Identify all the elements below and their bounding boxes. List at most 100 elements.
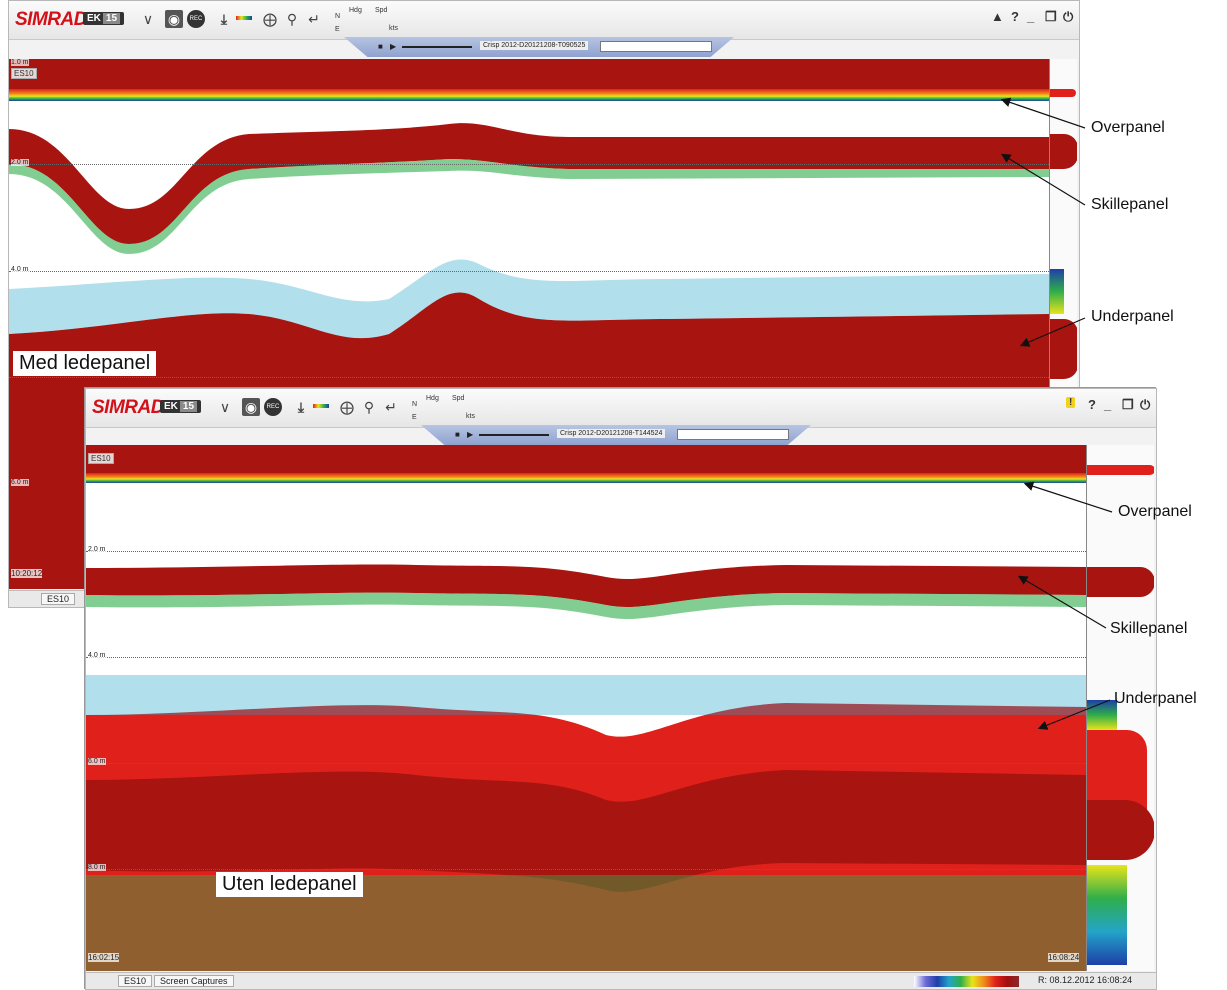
- replay-file-name: Crisp 2012-D20121208-T144524: [557, 429, 666, 438]
- replay-slider[interactable]: [479, 434, 549, 436]
- speed-label: Spd: [452, 395, 465, 402]
- bottom-echosounder-window: SIMRAD EK 15 ∨ ◉ REC ⤓ ⨁ ⚲ ↵ N E Hdg Spd …: [85, 388, 1157, 990]
- back-arrow-icon[interactable]: ↵: [308, 11, 320, 27]
- magnifier-icon[interactable]: ⚲: [286, 11, 298, 27]
- replay-bar: ■ ▶ Crisp 2012-D20121208-T144524: [421, 425, 811, 445]
- back-arrow-icon[interactable]: ↵: [385, 399, 397, 415]
- histogram-peak-3: [1087, 700, 1117, 730]
- replay-bar: ■ ▶ Crisp 2012-D20121208-T090525: [344, 37, 734, 57]
- replay-slider[interactable]: [402, 46, 472, 48]
- restore-icon[interactable]: ❐: [1045, 9, 1057, 24]
- overpanel-echo: [9, 89, 1077, 101]
- range-label-2: 2.0 m: [11, 159, 29, 166]
- range-label-8: 8.0 m: [88, 864, 106, 871]
- heading-label: Hdg: [349, 7, 362, 14]
- replay-file-field[interactable]: [600, 41, 712, 52]
- model-badge: EK 15: [83, 12, 125, 25]
- camera-icon[interactable]: ◉: [165, 10, 183, 28]
- double-chevron-down-icon[interactable]: ∨: [142, 11, 154, 27]
- color-scale-icon[interactable]: [313, 404, 329, 408]
- overpanel-label-bottom: Overpanel: [1118, 503, 1192, 520]
- echogram-bottom[interactable]: ES10 2.0 m 4.0 m 6.0 m 8.0 m 16:02:15 16…: [86, 445, 1154, 971]
- tab-screen-captures[interactable]: Screen Captures: [154, 975, 234, 987]
- warning-icon[interactable]: ▲: [991, 9, 1004, 24]
- depth-marker-icon[interactable]: ⤓: [220, 11, 228, 27]
- channel-label: ES10: [11, 68, 37, 79]
- magnifier-icon[interactable]: ⚲: [363, 399, 375, 415]
- histogram-peak-6: [1087, 865, 1127, 965]
- histogram-peak-1: [1087, 465, 1154, 475]
- power-icon[interactable]: ⏻: [1063, 9, 1074, 24]
- stop-icon[interactable]: ■: [378, 42, 383, 51]
- histogram-peak-2: [1050, 134, 1077, 169]
- time-right-label: 16:08:24: [1048, 953, 1080, 962]
- east-label: E: [412, 414, 417, 421]
- power-icon[interactable]: ⏻: [1140, 397, 1151, 412]
- surface-band: [9, 59, 1077, 89]
- range-label-2: 2.0 m: [88, 546, 106, 553]
- target-icon[interactable]: ⨁: [263, 11, 277, 27]
- model-badge: EK 15: [160, 400, 202, 413]
- underpanel-label-bottom: Underpanel: [1114, 690, 1197, 707]
- bottom-statusbar: ES10 Screen Captures R: 08.12.2012 16:08…: [86, 972, 1156, 989]
- color-scale-bar: [914, 976, 1019, 987]
- knots-label: kts: [389, 25, 398, 32]
- histogram-peak-5: [1087, 800, 1154, 860]
- overpanel-echo: [86, 473, 1154, 483]
- skillepanel-label-top: Skillepanel: [1091, 196, 1169, 213]
- range-line-4: [9, 271, 1077, 272]
- double-chevron-down-icon[interactable]: ∨: [219, 399, 231, 415]
- depth-histogram: [1086, 445, 1154, 971]
- record-icon[interactable]: REC: [264, 398, 282, 416]
- top-toolbar: SIMRAD EK 15 ∨ ◉ REC ⤓ ⨁ ⚲ ↵ N E Hdg Spd …: [9, 1, 1079, 40]
- range-line-6: [9, 377, 1077, 378]
- depth-marker-icon[interactable]: ⤓: [297, 399, 305, 415]
- help-icon[interactable]: ?: [1088, 397, 1096, 412]
- bottom-toolbar: SIMRAD EK 15 ∨ ◉ REC ⤓ ⨁ ⚲ ↵ N E Hdg Spd …: [86, 389, 1156, 428]
- color-scale-icon[interactable]: [236, 16, 252, 20]
- east-label: E: [335, 26, 340, 33]
- tab-es10[interactable]: ES10: [118, 975, 153, 987]
- status-date: R: 08.12.2012 16:08:24: [1038, 975, 1133, 985]
- north-label: N: [335, 13, 341, 20]
- uten-ledepanel-label: Uten ledepanel: [216, 872, 363, 897]
- echogram-traces: [86, 564, 1086, 971]
- replay-file-field[interactable]: [677, 429, 789, 440]
- range-line-8: [86, 869, 1086, 870]
- skillepanel-label-bottom: Skillepanel: [1110, 620, 1188, 637]
- stop-icon[interactable]: ■: [455, 430, 460, 439]
- model-number: 15: [179, 401, 198, 412]
- range-line-2: [86, 551, 1086, 552]
- minimize-icon[interactable]: _: [1104, 397, 1112, 412]
- range-label-4: 4.0 m: [88, 652, 106, 659]
- time-left-label: 10:20:12: [11, 569, 43, 578]
- model-number: 15: [102, 13, 121, 24]
- camera-icon[interactable]: ◉: [242, 398, 260, 416]
- model-name: EK: [164, 401, 178, 412]
- channel-label: ES10: [88, 453, 114, 464]
- minimize-icon[interactable]: _: [1027, 9, 1035, 24]
- histogram-peak-4: [1050, 319, 1077, 379]
- warning-icon[interactable]: !: [1066, 397, 1076, 408]
- play-icon[interactable]: ▶: [390, 42, 397, 51]
- simrad-logo: SIMRAD: [92, 397, 164, 418]
- range-label-6: 6.0 m: [88, 758, 106, 765]
- help-icon[interactable]: ?: [1011, 9, 1019, 24]
- histogram-peak-2: [1087, 567, 1154, 597]
- play-icon[interactable]: ▶: [467, 430, 474, 439]
- range-label-6: 6.0 m: [11, 479, 29, 486]
- underpanel-core: [86, 770, 1086, 892]
- histogram-peak-1: [1050, 89, 1076, 97]
- target-icon[interactable]: ⨁: [340, 399, 354, 415]
- skillepanel-echo: [9, 123, 1049, 244]
- simrad-logo: SIMRAD: [15, 9, 87, 30]
- time-left-label: 16:02:15: [88, 953, 120, 962]
- tab-es10[interactable]: ES10: [41, 593, 76, 605]
- record-icon[interactable]: REC: [187, 10, 205, 28]
- knots-label: kts: [466, 413, 475, 420]
- underpanel-label-top: Underpanel: [1091, 308, 1174, 325]
- range-line-6: [86, 763, 1086, 764]
- range-label-4: 4.0 m: [11, 266, 29, 273]
- underpanel-fringe: [86, 675, 1086, 715]
- restore-icon[interactable]: ❐: [1122, 397, 1134, 412]
